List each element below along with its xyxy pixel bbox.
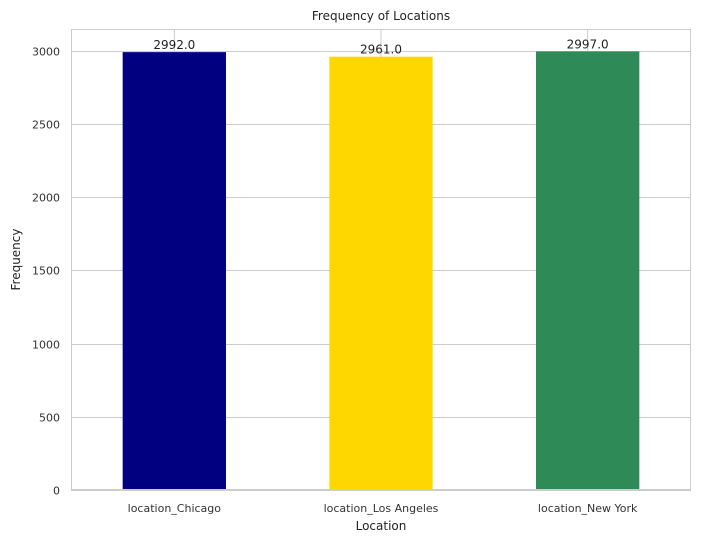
bar-1 bbox=[122, 52, 226, 491]
y-tick-label: 2000 bbox=[32, 192, 60, 205]
y-axis-title: Frequency bbox=[9, 229, 23, 291]
x-axis-ticks: location_Chicago location_Los Angeles loca… bbox=[128, 502, 638, 515]
bar-3 bbox=[536, 51, 640, 491]
chart-title: Frequency of Locations bbox=[312, 9, 450, 23]
bar-value-label: 2997.0 bbox=[567, 37, 609, 51]
y-tick-label: 500 bbox=[39, 412, 60, 425]
bars bbox=[122, 51, 640, 491]
y-tick-label: 1000 bbox=[32, 339, 60, 352]
x-tick-label: location_Chicago bbox=[128, 502, 222, 515]
bar-2 bbox=[329, 56, 433, 490]
y-tick-label: 0 bbox=[53, 485, 60, 498]
bar-value-labels: 2992.0 2961.0 2997.0 bbox=[153, 37, 608, 56]
bar-value-label: 2961.0 bbox=[360, 43, 402, 57]
x-tick-label: location_Los Angeles bbox=[324, 502, 439, 515]
x-tick-label: location_New York bbox=[538, 502, 638, 515]
y-tick-label: 3000 bbox=[32, 46, 60, 59]
x-axis-title: Location bbox=[356, 519, 407, 533]
y-axis-ticks: 0 500 1000 1500 2000 2500 3000 bbox=[32, 46, 60, 498]
plot-frame bbox=[71, 29, 691, 490]
y-tick-label: 1500 bbox=[32, 265, 60, 278]
y-tick-label: 2500 bbox=[32, 119, 60, 132]
bar-value-label: 2992.0 bbox=[153, 38, 195, 52]
